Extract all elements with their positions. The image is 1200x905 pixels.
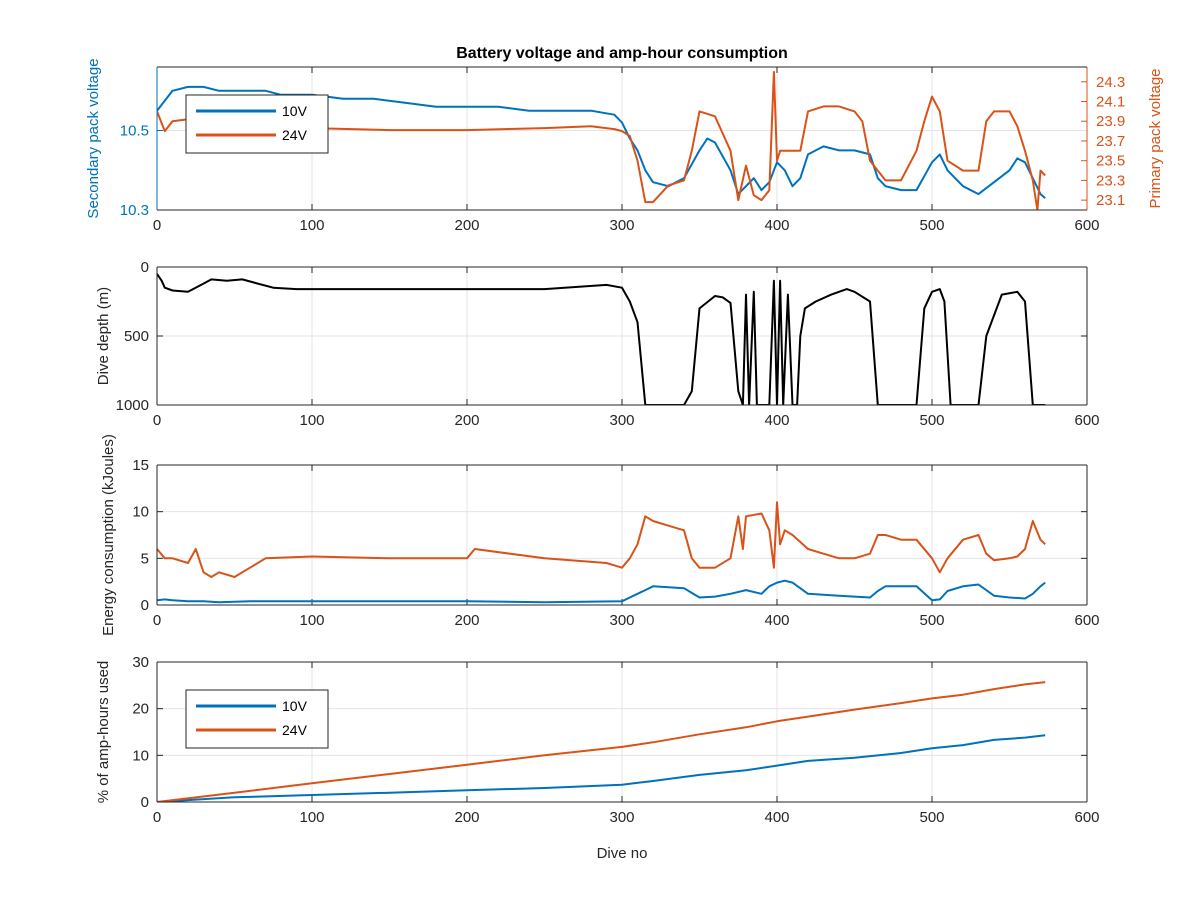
y-right-tick-label: 23.7 bbox=[1096, 133, 1125, 150]
legend-box bbox=[185, 94, 329, 154]
y-tick-label: 5 bbox=[141, 550, 149, 567]
x-tick-label: 0 bbox=[153, 612, 161, 629]
x-tick-label: 500 bbox=[919, 217, 944, 234]
x-tick-label: 500 bbox=[919, 412, 944, 429]
x-tick-label: 400 bbox=[764, 217, 789, 234]
legend-label-24v: 24V bbox=[282, 722, 308, 738]
x-tick-label: 0 bbox=[153, 412, 161, 429]
legend-label-24v: 24V bbox=[282, 127, 308, 143]
y-tick-label: 20 bbox=[132, 701, 149, 718]
y-axis-label: Dive depth (m) bbox=[95, 287, 112, 385]
y-right-tick-label: 23.9 bbox=[1096, 113, 1125, 130]
y-tick-label: 30 bbox=[132, 654, 149, 671]
y-right-tick-label: 23.3 bbox=[1096, 172, 1125, 189]
x-tick-label: 500 bbox=[919, 612, 944, 629]
x-tick-label: 100 bbox=[299, 612, 324, 629]
x-tick-label: 300 bbox=[609, 809, 634, 826]
x-tick-label: 100 bbox=[299, 217, 324, 234]
legend: 10V 24V bbox=[185, 94, 329, 154]
y-right-tick-label: 24.1 bbox=[1096, 94, 1125, 111]
y-right-tick-label: 23.1 bbox=[1096, 192, 1125, 209]
legend-label-10v: 10V bbox=[282, 103, 308, 119]
x-tick-label: 500 bbox=[919, 809, 944, 826]
y-tick-label: 0 bbox=[141, 794, 149, 811]
y-tick-label: 0 bbox=[141, 597, 149, 614]
x-tick-label: 400 bbox=[764, 412, 789, 429]
x-tick-label: 200 bbox=[454, 412, 479, 429]
y-tick-label: 10.3 bbox=[120, 202, 149, 219]
x-tick-label: 400 bbox=[764, 809, 789, 826]
series-line-10v bbox=[157, 734, 1046, 802]
y-tick-label: 10 bbox=[132, 747, 149, 764]
y-axis-label: Energy consumption (kJoules) bbox=[100, 434, 117, 636]
x-tick-label: 0 bbox=[153, 809, 161, 826]
x-tick-label: 300 bbox=[609, 412, 634, 429]
x-tick-label: 200 bbox=[454, 612, 479, 629]
y-tick-label: 10.5 bbox=[120, 123, 149, 140]
y-tick-label: 500 bbox=[124, 328, 149, 345]
y-tick-label: 1000 bbox=[116, 397, 149, 414]
chart-panel-3: 0 100 200 300 400 500 600 0 5 10 15 Energy consumpt… bbox=[100, 434, 1100, 636]
chart-panel-1: 0 100 200 300 400 500 600 10.3 10.5 23.1 23.3 23.5 2… bbox=[85, 45, 1164, 234]
x-tick-label: 100 bbox=[299, 412, 324, 429]
x-tick-label: 300 bbox=[609, 217, 634, 234]
y-tick-label: 10 bbox=[132, 504, 149, 521]
y-right-tick-label: 24.3 bbox=[1096, 74, 1125, 91]
x-tick-label: 600 bbox=[1074, 809, 1099, 826]
y-axis-label: % of amp-hours used bbox=[95, 661, 112, 804]
y-right-tick-label: 23.5 bbox=[1096, 153, 1125, 170]
x-axis-label: Dive no bbox=[597, 845, 648, 862]
series-line-series-2 bbox=[157, 501, 1046, 578]
series-line-series-1 bbox=[157, 273, 1046, 405]
x-tick-label: 200 bbox=[454, 217, 479, 234]
chart-title: Battery voltage and amp-hour consumption bbox=[456, 45, 788, 62]
y-tick-label: 15 bbox=[132, 457, 149, 474]
x-tick-label: 0 bbox=[153, 217, 161, 234]
y-axis-label: Secondary pack voltage bbox=[85, 58, 102, 218]
legend: 10V 24V bbox=[185, 689, 329, 749]
series-line-24v bbox=[157, 70, 1046, 210]
x-tick-label: 200 bbox=[454, 809, 479, 826]
x-tick-label: 600 bbox=[1074, 412, 1099, 429]
y-tick-label: 0 bbox=[141, 259, 149, 276]
x-tick-label: 100 bbox=[299, 809, 324, 826]
charts-group: 0 100 200 300 400 500 60010.310.523.123.323.52… bbox=[85, 45, 1164, 862]
series-line-24v bbox=[157, 681, 1046, 802]
legend-box bbox=[185, 689, 329, 749]
x-tick-label: 400 bbox=[764, 612, 789, 629]
legend-label-10v: 10V bbox=[282, 698, 308, 714]
y-axis-label-right: Primary pack voltage bbox=[1147, 68, 1164, 208]
x-tick-label: 300 bbox=[609, 612, 634, 629]
x-tick-label: 600 bbox=[1074, 612, 1099, 629]
series-line-series-1 bbox=[157, 579, 1046, 604]
chart-panel-4: 0 100 200 300 400 500 600 0 10 20 30 % of amp-hours… bbox=[95, 654, 1100, 862]
x-tick-label: 600 bbox=[1074, 217, 1099, 234]
